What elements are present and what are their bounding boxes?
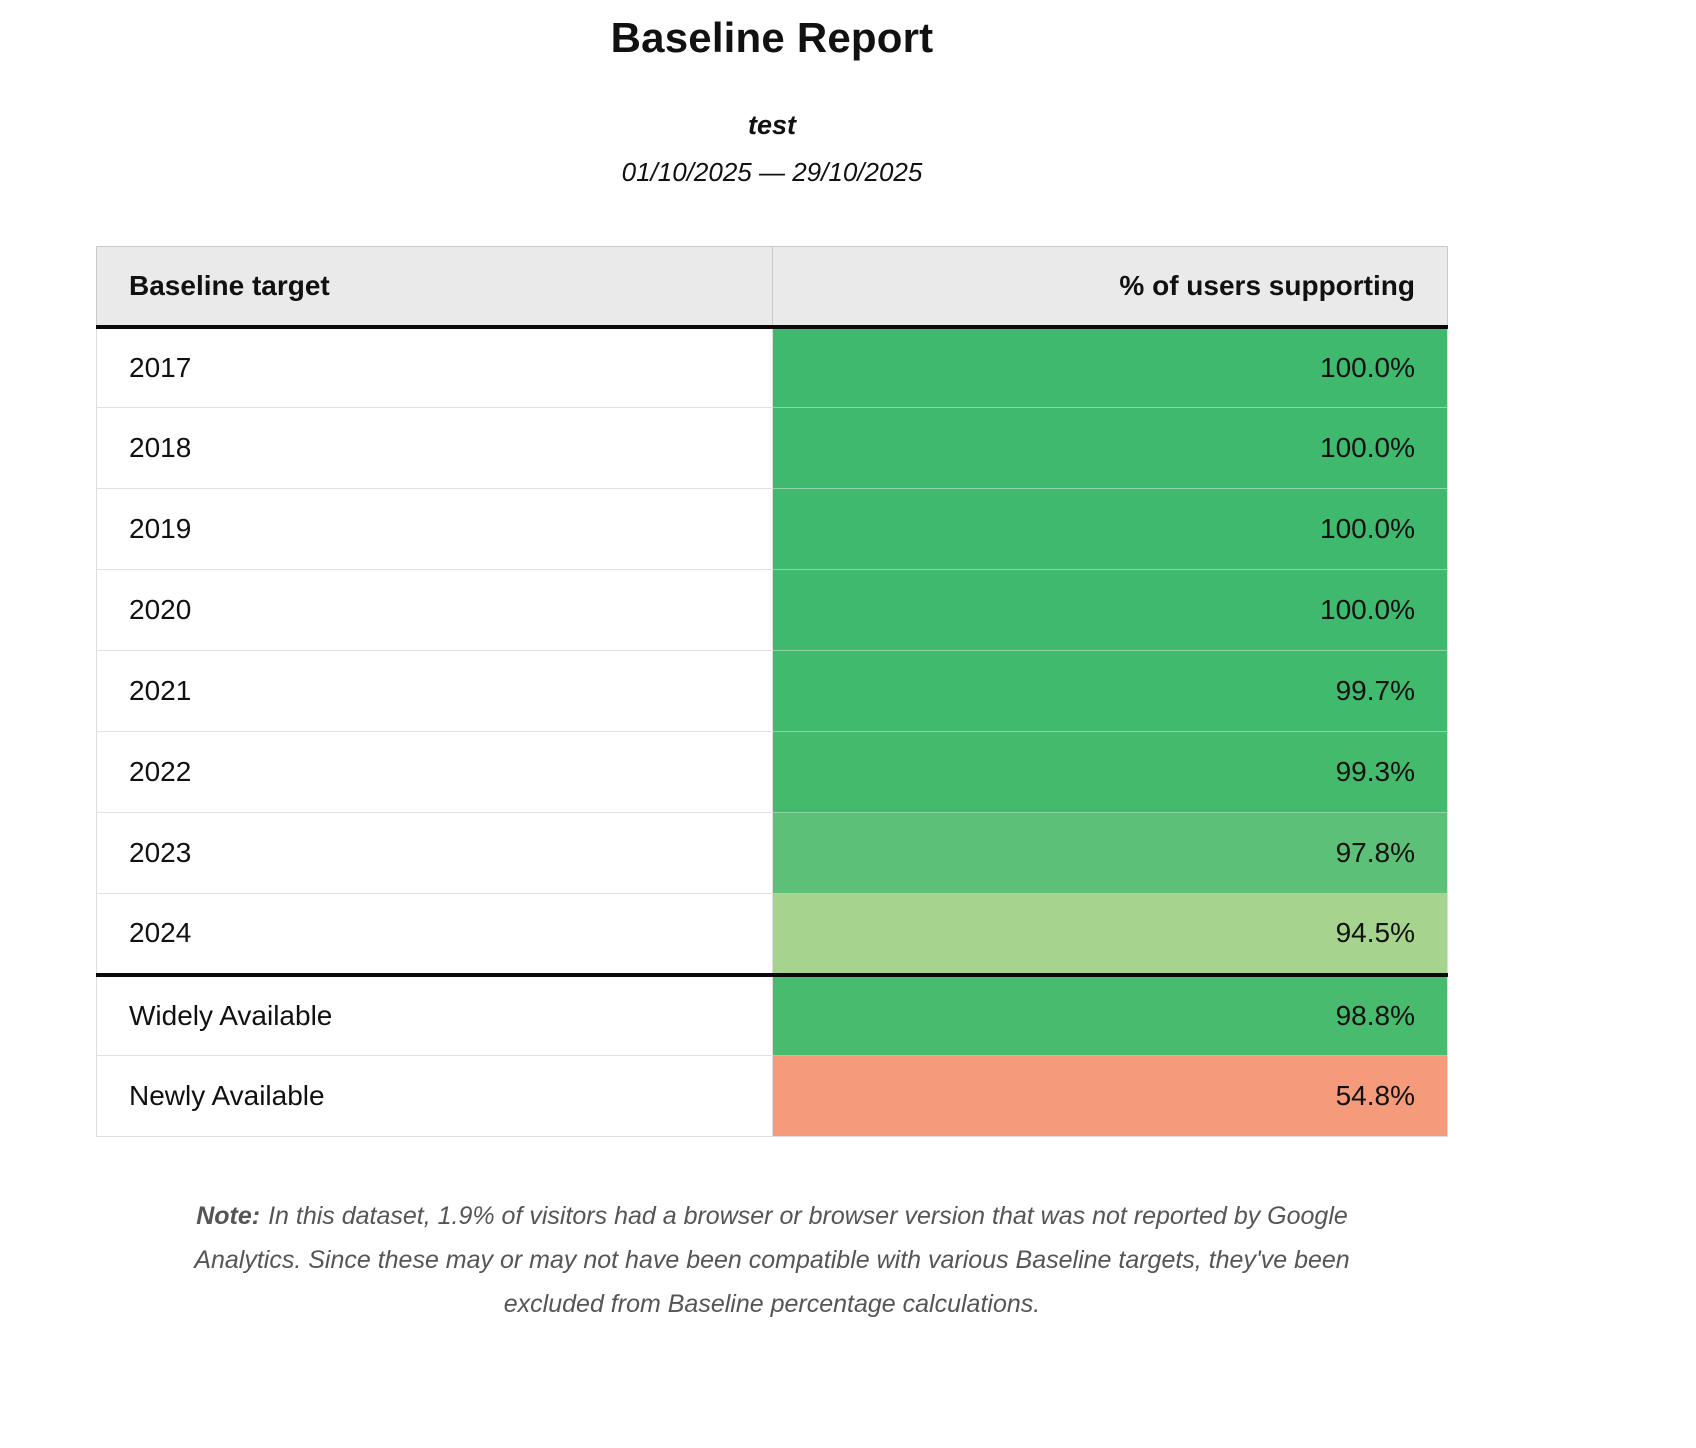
percent-supporting-cell: 100.0% — [772, 569, 1448, 651]
percent-supporting-cell: 54.8% — [772, 1055, 1448, 1137]
table-row: 2020 100.0% — [96, 569, 1448, 651]
report-page: Baseline Report test 01/10/2025 — 29/10/… — [96, 0, 1448, 1326]
table-row: 2024 94.5% — [96, 893, 1448, 975]
baseline-target-cell: Newly Available — [96, 1055, 773, 1137]
report-subtitle: test — [747, 110, 796, 140]
baseline-table: Baseline target % of users supporting 20… — [96, 246, 1448, 1137]
baseline-target-cell: 2017 — [96, 326, 773, 408]
note-text: In this dataset, 1.9% of visitors had a … — [194, 1202, 1350, 1318]
note-label: Note: — [196, 1202, 261, 1230]
percent-supporting-cell: 99.7% — [772, 650, 1448, 732]
table-row: 2023 97.8% — [96, 812, 1448, 894]
percent-supporting-cell: 99.3% — [772, 731, 1448, 813]
percent-supporting-cell: 97.8% — [772, 812, 1448, 894]
table-header-row: Baseline target % of users supporting — [96, 246, 1448, 329]
baseline-target-cell: 2018 — [96, 407, 773, 489]
column-header-users-supporting: % of users supporting — [771, 246, 1448, 329]
baseline-target-cell: 2023 — [96, 812, 773, 894]
table-row: Widely Available 98.8% — [96, 972, 1448, 1056]
baseline-target-cell: 2022 — [96, 731, 773, 813]
baseline-target-cell: 2019 — [96, 488, 773, 570]
column-header-baseline-target: Baseline target — [96, 246, 773, 329]
percent-supporting-cell: 94.5% — [772, 893, 1448, 975]
table-row: 2022 99.3% — [96, 731, 1448, 813]
table-row: 2018 100.0% — [96, 407, 1448, 489]
table-row: Newly Available 54.8% — [96, 1055, 1448, 1137]
report-note: Note: In this dataset, 1.9% of visitors h… — [177, 1195, 1367, 1326]
percent-supporting-cell: 100.0% — [772, 326, 1448, 408]
percent-supporting-cell: 98.8% — [772, 972, 1448, 1056]
baseline-target-cell: Widely Available — [96, 972, 773, 1056]
table-row: 2021 99.7% — [96, 650, 1448, 732]
baseline-target-cell: 2021 — [96, 650, 773, 732]
table-row: 2017 100.0% — [96, 326, 1448, 408]
baseline-target-cell: 2020 — [96, 569, 773, 651]
percent-supporting-cell: 100.0% — [772, 407, 1448, 489]
table-body: 2017 100.0% 2018 100.0% 2019 100.0% 2020… — [96, 326, 1448, 1137]
report-date-range: 01/10/2025 — 29/10/2025 — [621, 157, 923, 187]
percent-supporting-cell: 100.0% — [772, 488, 1448, 570]
page-title: Baseline Report — [610, 14, 934, 61]
baseline-target-cell: 2024 — [96, 893, 773, 975]
table-row: 2019 100.0% — [96, 488, 1448, 570]
